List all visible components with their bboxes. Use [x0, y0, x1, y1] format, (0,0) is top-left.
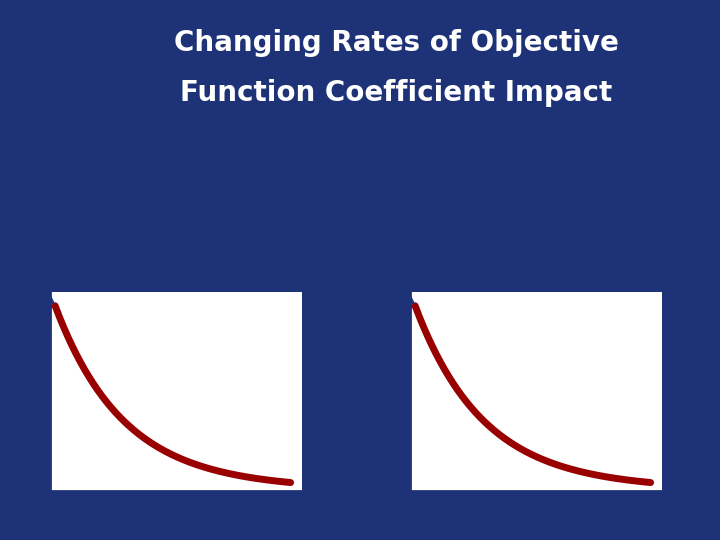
Text: •: •	[14, 144, 25, 162]
Text: coef: coef	[158, 528, 194, 540]
Text: Maximize objective: Maximize objective	[115, 241, 263, 255]
Text: coef: coef	[518, 528, 554, 540]
Text: [7.16]: [7.16]	[32, 315, 78, 330]
Text: Function Coefficient Impact: Function Coefficient Impact	[180, 79, 612, 107]
Text: value in LP help more and more as the change becomes: value in LP help more and more as the ch…	[32, 201, 464, 216]
Text: Optimal
Value: Optimal Value	[338, 322, 392, 352]
Text: Objective function coefficient changes that help the optimal: Objective function coefficient changes t…	[32, 144, 493, 159]
Text: Changing Rates of Objective: Changing Rates of Objective	[174, 30, 618, 57]
Text: large.  Changes that hurt the optimal value less and less.: large. Changes that hurt the optimal val…	[32, 258, 472, 273]
Text: Minimize objective: Minimize objective	[477, 241, 621, 255]
Text: Optimal
Value: Optimal Value	[0, 322, 32, 352]
